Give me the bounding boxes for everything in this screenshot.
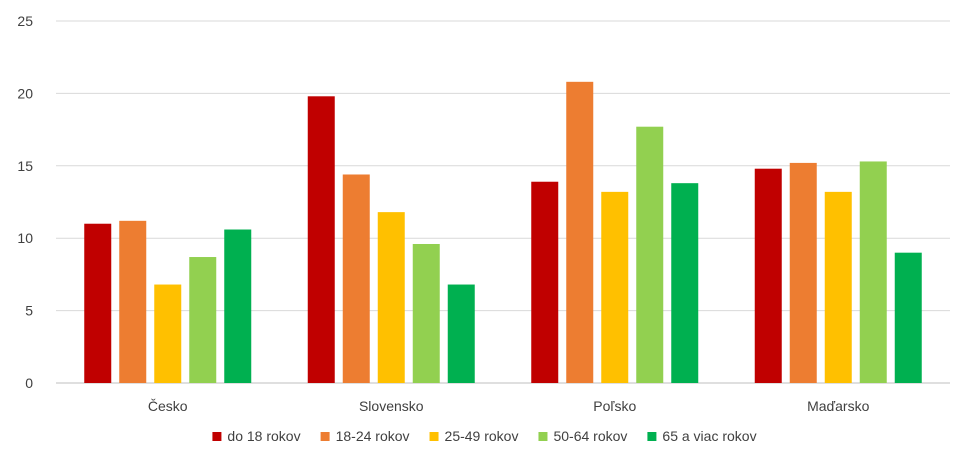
y-tick-label: 20 xyxy=(17,85,33,101)
bar xyxy=(789,162,817,383)
y-tick-label: 10 xyxy=(17,230,33,246)
legend-label: 50-64 rokov xyxy=(553,428,627,444)
x-category-label: Slovensko xyxy=(359,398,424,414)
x-category-label: Maďarsko xyxy=(807,398,870,414)
legend-swatch xyxy=(429,432,439,441)
bars xyxy=(84,81,922,384)
bar xyxy=(447,284,475,383)
legend-swatch xyxy=(538,432,548,441)
bar xyxy=(189,257,217,383)
legend-label: do 18 rokov xyxy=(227,428,300,444)
y-tick-label: 5 xyxy=(25,303,33,319)
x-category-label: Česko xyxy=(148,398,188,414)
bar xyxy=(412,243,440,383)
bar xyxy=(154,284,182,383)
y-tick-label: 0 xyxy=(25,375,33,391)
bar xyxy=(84,223,112,383)
bar xyxy=(859,161,887,383)
legend-label: 18-24 rokov xyxy=(336,428,410,444)
bar xyxy=(566,81,594,383)
bar xyxy=(671,183,699,383)
bar xyxy=(754,168,782,383)
bar xyxy=(636,126,664,383)
legend-swatch xyxy=(212,432,222,441)
bar xyxy=(601,191,629,383)
legend-label: 25-49 rokov xyxy=(445,428,519,444)
legend-swatch xyxy=(647,432,657,441)
x-category-label: Poľsko xyxy=(593,398,636,414)
x-axis-categories: Česko Slovensko Poľsko Maďarsko xyxy=(148,398,870,414)
bar xyxy=(894,252,922,383)
y-tick-label: 25 xyxy=(17,13,33,29)
legend-swatch xyxy=(320,432,330,441)
bar xyxy=(224,229,252,383)
bar xyxy=(119,220,147,383)
bar xyxy=(377,212,405,383)
y-axis-ticks: 0 5 10 15 20 25 xyxy=(17,13,33,391)
bar xyxy=(307,96,335,384)
y-tick-label: 15 xyxy=(17,158,33,174)
bar xyxy=(531,181,559,383)
legend-label: 65 a viac rokov xyxy=(662,428,756,444)
bar xyxy=(342,174,370,383)
legend: do 18 rokov 18-24 rokov 25-49 rokov 50-64 r… xyxy=(212,428,757,444)
bar xyxy=(824,191,852,383)
